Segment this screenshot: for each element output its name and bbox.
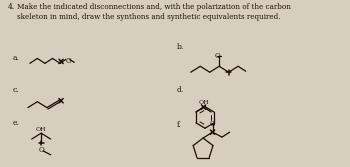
Text: O: O [66, 57, 71, 65]
Text: O: O [38, 146, 44, 154]
Text: O: O [210, 120, 215, 128]
Text: c.: c. [13, 86, 19, 94]
Text: OH: OH [198, 100, 209, 105]
Text: O: O [215, 52, 220, 60]
Text: 4.: 4. [8, 3, 15, 11]
Text: b.: b. [176, 43, 184, 51]
Text: OH: OH [36, 127, 47, 132]
Text: a.: a. [13, 54, 20, 62]
Text: d.: d. [176, 86, 184, 94]
Text: Make the indicated disconnections and, with the polarization of the carbon
skele: Make the indicated disconnections and, w… [18, 3, 291, 21]
Text: e.: e. [13, 119, 20, 127]
Text: f.: f. [176, 121, 181, 129]
